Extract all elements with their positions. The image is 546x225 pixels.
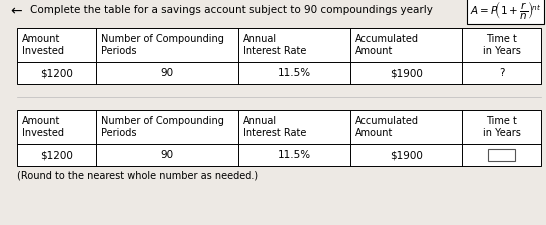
Text: Time t: Time t [486,116,517,126]
Text: (Round to the nearest whole number as needed.): (Round to the nearest whole number as ne… [17,170,258,180]
Text: $1200: $1200 [40,68,73,78]
Bar [17,28,541,84]
Text: Accumulated: Accumulated [355,34,419,44]
Text: Number of Compounding: Number of Compounding [101,116,224,126]
Text: Periods: Periods [101,46,136,56]
Text: 90: 90 [161,150,174,160]
Text: Complete the table for a savings account subject to 90 compoundings yearly: Complete the table for a savings account… [30,5,433,15]
Text: Amount: Amount [22,34,61,44]
Text: Invested: Invested [22,128,64,138]
Bar [17,110,541,166]
Text: Amount: Amount [355,128,394,138]
Text: $\leftarrow$: $\leftarrow$ [8,3,23,17]
Text: $1900: $1900 [390,68,423,78]
Text: in Years: in Years [483,128,520,138]
Text: Interest Rate: Interest Rate [243,46,306,56]
Text: ?: ? [499,68,505,78]
Text: Invested: Invested [22,46,64,56]
Text: 11.5%: 11.5% [277,150,311,160]
Text: $A=P\!\left(1+\dfrac{r}{n}\right)^{\!nt}$: $A=P\!\left(1+\dfrac{r}{n}\right)^{\!nt}… [470,0,541,21]
Text: Number of Compounding: Number of Compounding [101,34,224,44]
Text: Amount: Amount [355,46,394,56]
Text: Interest Rate: Interest Rate [243,128,306,138]
Text: 90: 90 [161,68,174,78]
Text: Accumulated: Accumulated [355,116,419,126]
Text: $1900: $1900 [390,150,423,160]
Text: $1200: $1200 [40,150,73,160]
Text: Periods: Periods [101,128,136,138]
Text: Annual: Annual [243,116,277,126]
Text: Time t: Time t [486,34,517,44]
Text: in Years: in Years [483,46,520,56]
Text: Amount: Amount [22,116,61,126]
Text: Annual: Annual [243,34,277,44]
Bar [488,149,515,161]
Text: 11.5%: 11.5% [277,68,311,78]
